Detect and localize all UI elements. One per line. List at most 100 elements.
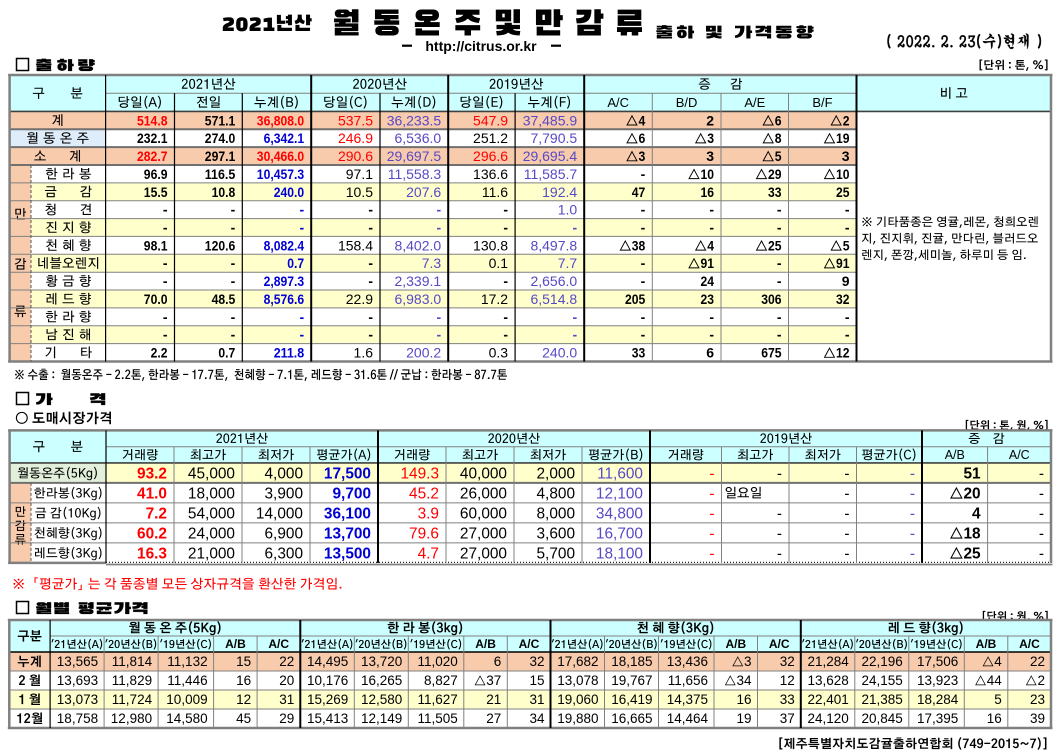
- svg-text:274.0: 274.0: [205, 130, 236, 146]
- svg-text:16,265: 16,265: [361, 673, 402, 688]
- svg-text:12,980: 12,980: [111, 711, 152, 726]
- svg-text:-: -: [437, 220, 442, 236]
- svg-text:7.2: 7.2: [146, 505, 167, 522]
- svg-text:20: 20: [963, 485, 980, 502]
- svg-text:16: 16: [987, 711, 1002, 726]
- svg-text:4: 4: [639, 112, 646, 128]
- svg-text:79.6: 79.6: [409, 525, 439, 542]
- svg-text:11,829: 11,829: [112, 673, 152, 688]
- svg-text:251.2: 251.2: [473, 130, 508, 146]
- svg-text:A/C: A/C: [519, 637, 540, 651]
- svg-text:45,000: 45,000: [188, 465, 235, 482]
- svg-text:11,020: 11,020: [418, 654, 458, 669]
- svg-text:0.7: 0.7: [287, 255, 304, 271]
- svg-text:12,100: 12,100: [596, 485, 643, 502]
- svg-text:-: -: [641, 166, 646, 182]
- svg-text:205: 205: [625, 291, 645, 307]
- svg-text:-: -: [503, 327, 508, 343]
- svg-text:14,464: 14,464: [667, 711, 709, 726]
- svg-text:12: 12: [780, 673, 795, 688]
- svg-text:16: 16: [236, 673, 251, 688]
- svg-text:-: -: [641, 255, 646, 271]
- svg-text:16.3: 16.3: [137, 545, 167, 562]
- svg-text:8: 8: [775, 130, 782, 146]
- svg-text:-: -: [777, 505, 782, 522]
- svg-text:54,000: 54,000: [188, 505, 235, 522]
- svg-text:4.7: 4.7: [418, 545, 439, 562]
- svg-text:26,000: 26,000: [460, 485, 507, 502]
- svg-text:B/F: B/F: [812, 95, 832, 110]
- svg-text:13,500: 13,500: [324, 545, 371, 562]
- svg-text:149.3: 149.3: [400, 465, 439, 482]
- svg-text:-: -: [709, 327, 714, 343]
- svg-text:32: 32: [780, 654, 795, 669]
- svg-text:16: 16: [736, 692, 751, 707]
- svg-text:-: -: [368, 309, 373, 325]
- svg-text:24,155: 24,155: [862, 673, 903, 688]
- svg-text:-: -: [910, 525, 915, 542]
- svg-text:36,233.5: 36,233.5: [387, 112, 442, 128]
- svg-text:232.1: 232.1: [137, 130, 168, 146]
- svg-text:-: -: [231, 220, 236, 236]
- svg-text:192.4: 192.4: [542, 184, 577, 200]
- svg-text:13,923: 13,923: [917, 673, 958, 688]
- svg-text:-: -: [709, 485, 714, 502]
- svg-text:-: -: [368, 273, 373, 289]
- svg-text:8,827: 8,827: [424, 673, 458, 688]
- svg-text:15,413: 15,413: [307, 711, 348, 726]
- svg-text:2: 2: [843, 112, 850, 128]
- svg-text:6,900: 6,900: [264, 525, 303, 542]
- svg-text:-: -: [163, 255, 168, 271]
- svg-text:2,897.3: 2,897.3: [264, 273, 305, 289]
- svg-text:-: -: [231, 273, 236, 289]
- svg-text:29: 29: [768, 166, 782, 182]
- svg-text:10.5: 10.5: [346, 184, 373, 200]
- svg-text:-: -: [845, 202, 850, 218]
- svg-text:-: -: [1039, 485, 1044, 502]
- svg-text:-: -: [163, 220, 168, 236]
- svg-text:11,814: 11,814: [112, 654, 153, 669]
- svg-text:37: 37: [486, 673, 501, 688]
- svg-text:15,269: 15,269: [307, 692, 348, 707]
- svg-text:45.2: 45.2: [409, 485, 439, 502]
- svg-text:91: 91: [701, 255, 715, 271]
- svg-text:14,000: 14,000: [256, 505, 303, 522]
- svg-text:A/B: A/B: [976, 637, 997, 651]
- svg-text:22: 22: [1030, 654, 1045, 669]
- svg-text:-: -: [641, 202, 646, 218]
- svg-text:2.2: 2.2: [151, 345, 168, 361]
- svg-text:-: -: [641, 327, 646, 343]
- svg-text:15: 15: [236, 654, 251, 669]
- svg-text:-: -: [231, 327, 236, 343]
- svg-text:-: -: [844, 465, 849, 482]
- svg-text:A/C: A/C: [1009, 448, 1030, 462]
- svg-text:3,900: 3,900: [264, 485, 303, 502]
- svg-text:45: 45: [236, 711, 251, 726]
- svg-text:1.0: 1.0: [558, 202, 578, 218]
- svg-text:93.2: 93.2: [137, 465, 167, 482]
- svg-text:60,000: 60,000: [460, 505, 507, 522]
- svg-text:A/B: A/B: [725, 637, 746, 651]
- svg-text:27,000: 27,000: [460, 525, 507, 542]
- svg-text:10.8: 10.8: [212, 184, 236, 200]
- svg-text:15: 15: [529, 673, 544, 688]
- svg-text:207.6: 207.6: [406, 184, 441, 200]
- svg-text:37,485.9: 37,485.9: [523, 112, 578, 128]
- svg-text:-: -: [300, 220, 305, 236]
- svg-text:14,580: 14,580: [166, 711, 207, 726]
- svg-text:-: -: [910, 545, 915, 562]
- svg-text:29: 29: [279, 711, 294, 726]
- svg-text:547.9: 547.9: [473, 112, 508, 128]
- svg-text:675: 675: [761, 345, 781, 361]
- svg-text:297.1: 297.1: [205, 148, 236, 164]
- svg-text:A/B: A/B: [475, 637, 496, 651]
- svg-text:39: 39: [1030, 711, 1045, 726]
- svg-text:-: -: [844, 505, 849, 522]
- svg-text:6,514.8: 6,514.8: [530, 291, 577, 307]
- svg-text:-: -: [231, 309, 236, 325]
- svg-text:20,845: 20,845: [862, 711, 903, 726]
- svg-text:17,395: 17,395: [917, 711, 958, 726]
- svg-text:16,419: 16,419: [611, 692, 652, 707]
- svg-text:A/E: A/E: [744, 95, 765, 110]
- svg-text:13,078: 13,078: [557, 673, 598, 688]
